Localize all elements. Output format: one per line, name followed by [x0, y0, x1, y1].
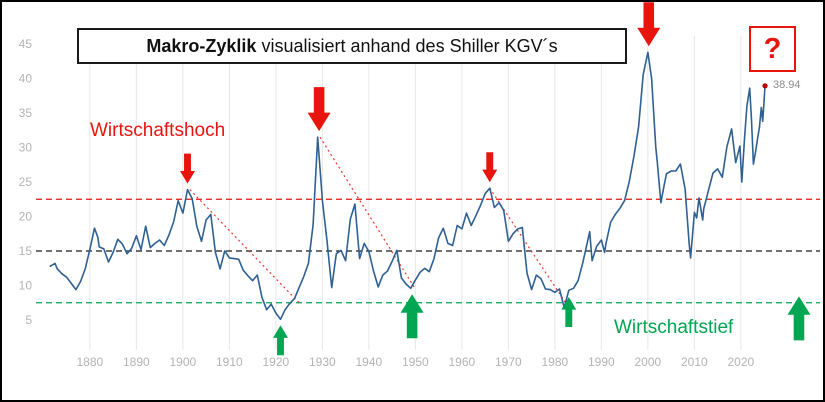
y-tick-label: 10: [19, 279, 33, 293]
last-value-dot: [762, 83, 768, 89]
chart-title-regular: visualisiert anhand des Shiller KGV´s: [256, 35, 558, 56]
x-tick-label: 2020: [727, 355, 754, 369]
question-mark: ?: [763, 32, 782, 65]
red-down-arrow: [307, 87, 331, 132]
trend-line: [189, 189, 300, 304]
economic-low-label: Wirtschaftstief: [614, 317, 734, 338]
chart-title-bold: Makro-Zyklik: [146, 35, 257, 56]
green-up-arrow: [561, 297, 577, 328]
trend-line: [489, 187, 570, 308]
x-tick-label: 1880: [76, 355, 103, 369]
x-tick-label: 1960: [448, 355, 475, 369]
x-tick-label: 1950: [402, 355, 429, 369]
last-value-label: 38.94: [773, 79, 801, 91]
y-tick-label: 5: [25, 313, 32, 327]
green-up-arrow: [787, 296, 811, 341]
red-down-arrow: [637, 2, 661, 47]
x-tick-label: 2000: [634, 355, 661, 369]
x-tick-label: 1990: [588, 355, 615, 369]
y-tick-label: 25: [19, 175, 33, 189]
x-tick-label: 2010: [681, 355, 708, 369]
green-up-arrow: [400, 294, 424, 339]
x-tick-label: 1900: [169, 355, 196, 369]
y-tick-label: 30: [19, 141, 33, 155]
x-tick-label: 1890: [123, 355, 150, 369]
y-tick-label: 35: [19, 106, 33, 120]
question-mark-box: ?: [749, 26, 796, 72]
red-down-arrow: [180, 153, 195, 184]
x-tick-label: 1970: [495, 355, 522, 369]
chart-title-box: Makro-Zyklik visualisiert anhand des Shi…: [77, 28, 627, 64]
red-down-arrow: [482, 152, 498, 183]
y-tick-label: 15: [19, 244, 33, 258]
economic-high-label: Wirtschaftshoch: [90, 120, 226, 141]
x-tick-label: 1980: [541, 355, 568, 369]
x-tick-label: 1910: [216, 355, 243, 369]
x-tick-label: 1940: [355, 355, 382, 369]
y-tick-label: 45: [19, 37, 33, 51]
y-tick-label: 40: [19, 72, 33, 86]
green-up-arrow: [273, 325, 288, 356]
cape-line: [49, 51, 766, 321]
x-tick-label: 1930: [309, 355, 336, 369]
y-tick-label: 20: [19, 210, 33, 224]
x-tick-label: 1920: [262, 355, 289, 369]
